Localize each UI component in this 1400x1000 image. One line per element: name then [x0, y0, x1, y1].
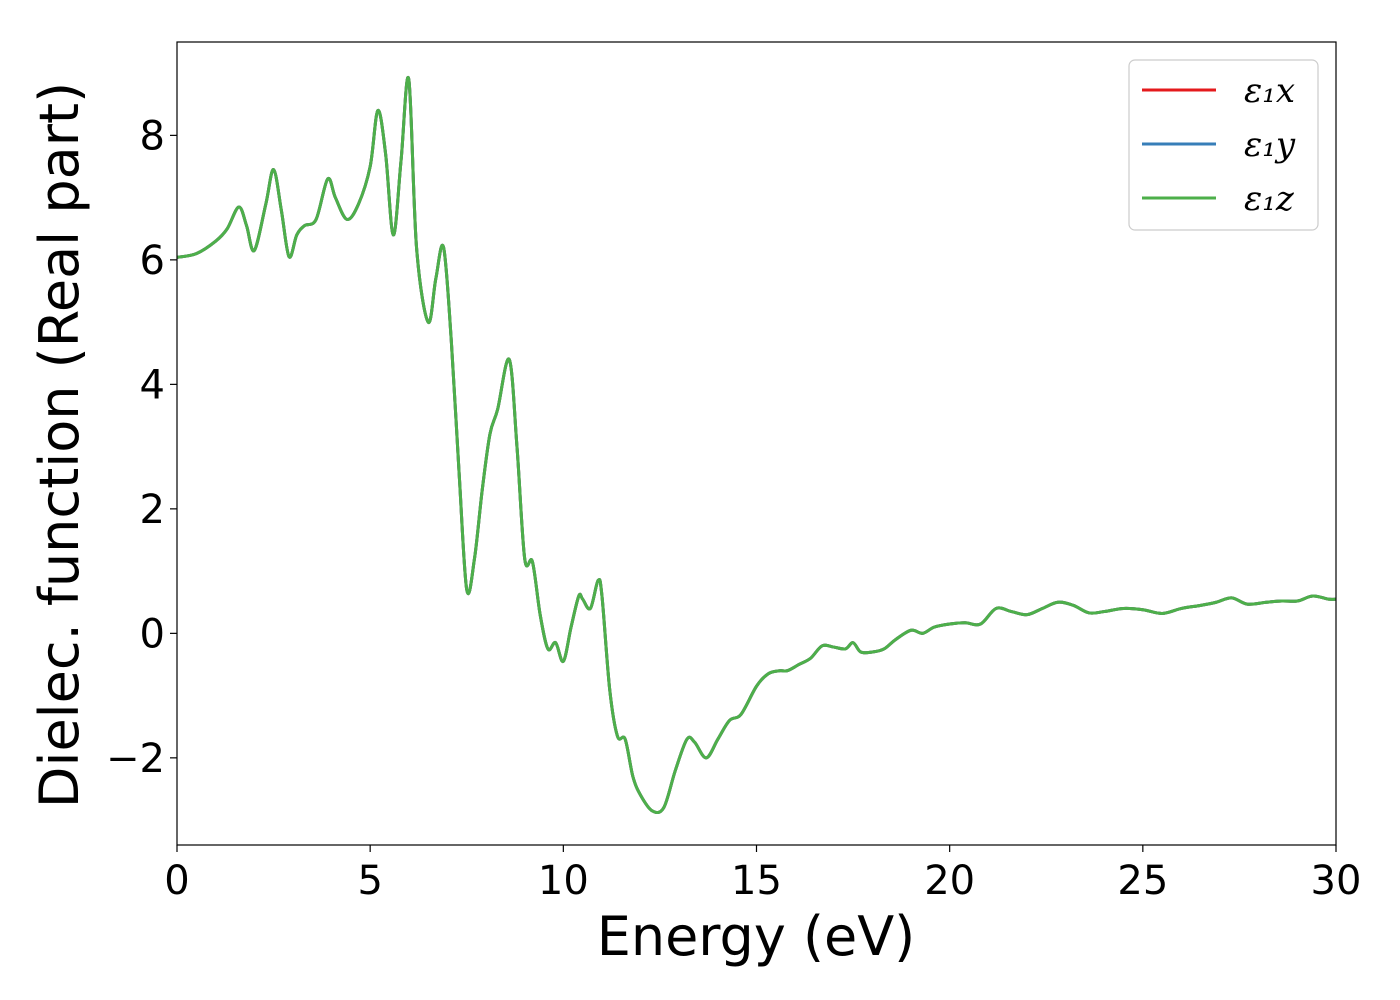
series-line-3	[177, 75, 1336, 815]
y-tick-label: 6	[140, 238, 165, 284]
y-tick-label: 4	[140, 362, 165, 408]
x-tick-label: 10	[538, 858, 589, 904]
legend-label: ε₁x	[1244, 71, 1295, 111]
y-tick-label: −2	[106, 736, 165, 782]
x-tick-label: 25	[1117, 858, 1168, 904]
y-axis: −2 0 2 4 6 8	[106, 113, 177, 782]
x-tick-label: 0	[164, 858, 189, 904]
legend-label: ε₁y	[1244, 125, 1296, 165]
series-layer	[177, 75, 1336, 815]
legend-box	[1128, 59, 1319, 231]
y-axis-title: Dielec. function (Real part)	[28, 82, 91, 808]
x-tick-label: 15	[731, 858, 782, 904]
y-tick-label: 2	[140, 487, 165, 533]
x-axis: 0 5 10 15 20 25 30	[164, 845, 1361, 904]
y-tick-label: 0	[140, 611, 165, 657]
x-axis-title: Energy (eV)	[597, 905, 916, 968]
x-tick-label: 20	[924, 858, 975, 904]
y-tick-label: 8	[140, 113, 165, 159]
x-tick-label: 30	[1311, 858, 1362, 904]
legend: ε₁x ε₁y ε₁z	[1128, 59, 1319, 231]
x-tick-label: 5	[357, 858, 382, 904]
legend-label: ε₁z	[1244, 179, 1295, 219]
